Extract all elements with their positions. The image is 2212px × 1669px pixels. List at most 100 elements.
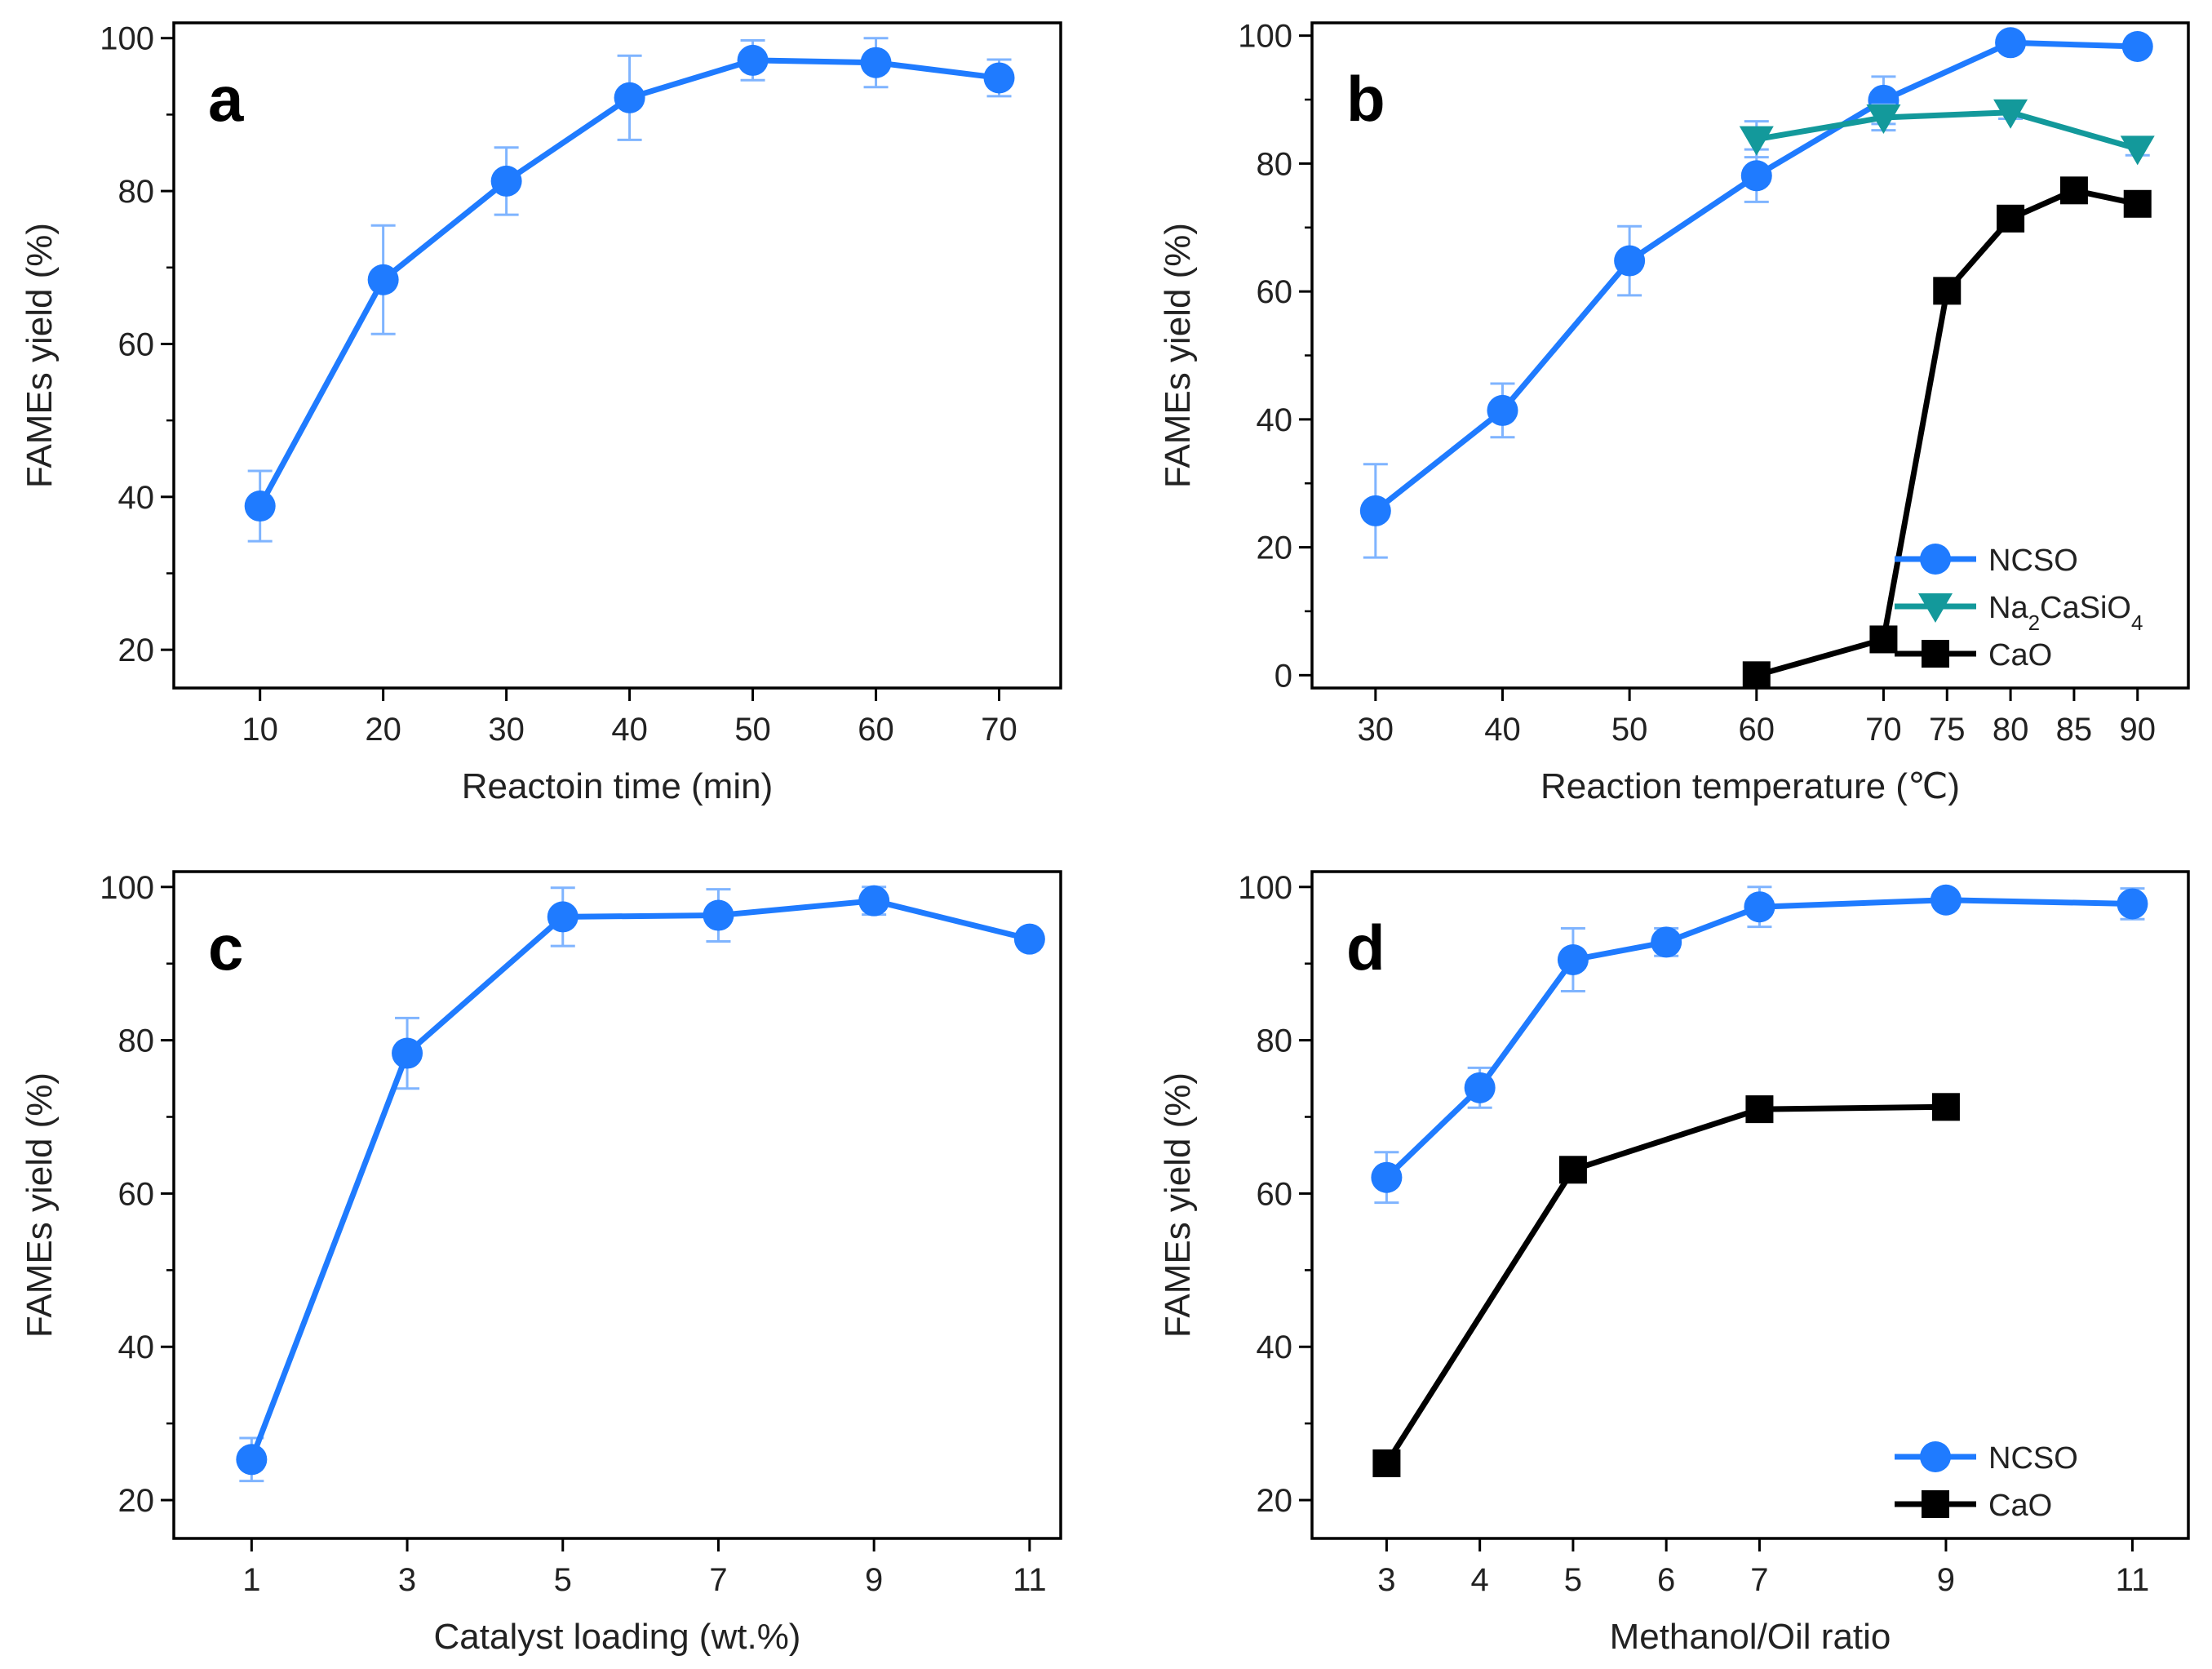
y-tick-label: 40 (118, 1329, 155, 1365)
data-point (1744, 891, 1775, 923)
data-point (1372, 1449, 1401, 1477)
legend-label: NCSO (1988, 1441, 2078, 1476)
x-tick-label: 9 (1937, 1562, 1955, 1598)
data-point (1464, 1072, 1496, 1103)
data-point (983, 62, 1015, 94)
x-tick-label: 60 (1739, 712, 1775, 748)
series-na2casio4 (1739, 99, 2155, 166)
x-tick-label: 1 (242, 1562, 260, 1598)
x-tick-label: 6 (1657, 1562, 1675, 1598)
data-point (1487, 394, 1518, 426)
x-tick-label: 70 (1865, 712, 1902, 748)
legend-item: NCSO (1895, 1441, 2078, 1476)
y-tick-label: 80 (118, 1023, 155, 1059)
data-point (2117, 888, 2148, 920)
y-tick-label: 80 (118, 174, 155, 210)
y-tick-label: 0 (1274, 658, 1292, 694)
y-axis-label: FAMEs yield (%) (20, 223, 60, 488)
panel-letter: a (208, 63, 244, 135)
chart-panel-c: 1 3 5 7 9 11 20 40 60 80 100 Catalyst loading (wt.%… (20, 870, 1062, 1657)
data-point (1739, 126, 1774, 156)
y-tick-label: 40 (1257, 402, 1293, 438)
data-point (1371, 1161, 1403, 1193)
plot-frame (172, 870, 1062, 1540)
y-axis-label: FAMEs yield (%) (20, 1072, 60, 1338)
legend-item: NCSO (1895, 544, 2078, 578)
legend-label: NCSO (1988, 544, 2078, 578)
data-point (367, 264, 399, 295)
data-point (1742, 661, 1771, 690)
x-tick-label: 4 (1471, 1562, 1489, 1598)
x-tick-label: 9 (865, 1562, 883, 1598)
data-point (1745, 1095, 1774, 1124)
data-point (1013, 923, 1045, 955)
y-tick-label: 100 (1238, 19, 1292, 55)
legend-marker (1920, 1441, 1951, 1472)
x-tick-label: 7 (1750, 1562, 1768, 1598)
series-cao (1372, 1093, 1960, 1477)
y-tick-label: 20 (1257, 530, 1293, 566)
y-tick-label: 20 (118, 1483, 155, 1519)
x-axis-label: Reaction temperature (℃) (1540, 766, 1960, 806)
x-tick-label: 50 (734, 712, 771, 748)
y-tick-label: 100 (100, 870, 154, 906)
plot-frame (172, 21, 1062, 690)
data-point (1933, 277, 1962, 305)
x-tick-label: 11 (2116, 1562, 2150, 1598)
x-tick-label: 30 (488, 712, 525, 748)
data-point (1931, 1093, 1960, 1121)
y-tick-label: 40 (1257, 1329, 1293, 1365)
data-point (1869, 625, 1898, 654)
y-tick-label: 80 (1257, 146, 1293, 182)
data-point (2059, 176, 2088, 205)
chart-panel-d: 3 4 5 6 7 9 11 20 40 60 80 100 Methanol/Oil ratio FAM… (1158, 870, 2190, 1657)
legend: NCSO CaO (1895, 1441, 2078, 1523)
y-tick-label: 60 (1257, 1176, 1293, 1212)
plot-frame (1310, 21, 2190, 690)
y-tick-label: 100 (1238, 870, 1292, 906)
y-axis-label: FAMEs yield (%) (1158, 1072, 1198, 1338)
series-ncso (244, 37, 1015, 543)
data-point (1651, 926, 1682, 958)
x-tick-label: 30 (1358, 712, 1394, 748)
x-tick-label: 40 (1484, 712, 1521, 748)
x-tick-label: 7 (709, 1562, 727, 1598)
x-tick-label: 80 (1993, 712, 2029, 748)
data-point (547, 901, 578, 933)
y-tick-label: 20 (118, 633, 155, 668)
y-tick-label: 60 (118, 326, 155, 362)
x-tick-label: 10 (242, 712, 278, 748)
x-tick-label: 5 (1564, 1562, 1582, 1598)
y-tick-label: 20 (1257, 1483, 1293, 1519)
legend-marker (1920, 544, 1951, 575)
legend-item: CaO (1895, 1489, 2052, 1523)
panel-letter: c (208, 912, 243, 983)
y-tick-label: 40 (118, 480, 155, 516)
y-tick-label: 60 (118, 1176, 155, 1212)
series-line (1373, 39, 2138, 513)
x-axis-label: Methanol/Oil ratio (1610, 1617, 1891, 1657)
legend-marker (1922, 1490, 1949, 1518)
data-point (737, 44, 769, 76)
x-tick-label: 40 (611, 712, 648, 748)
x-tick-label: 90 (2119, 712, 2156, 748)
series-cao (1742, 176, 2152, 690)
data-point (1359, 495, 1391, 526)
y-tick-label: 80 (1257, 1023, 1293, 1059)
data-point (392, 1037, 423, 1069)
panel-letter: b (1346, 63, 1385, 135)
x-tick-label: 3 (398, 1562, 416, 1598)
data-point (860, 47, 892, 78)
data-point (1997, 204, 2025, 233)
legend-label: CaO (1988, 638, 2052, 672)
x-tick-label: 85 (2056, 712, 2093, 748)
data-point (1740, 160, 1772, 192)
legend-label: Na2CaSiO4 (1988, 591, 2143, 635)
data-point (1993, 99, 2028, 129)
data-point (1995, 27, 2027, 59)
data-point (1557, 943, 1589, 975)
data-point (2120, 135, 2155, 166)
legend-item: CaO (1895, 638, 2052, 672)
chart-panel-a: 10 20 30 40 50 60 70 20 40 60 80 100 Reactoin time (… (20, 21, 1062, 806)
